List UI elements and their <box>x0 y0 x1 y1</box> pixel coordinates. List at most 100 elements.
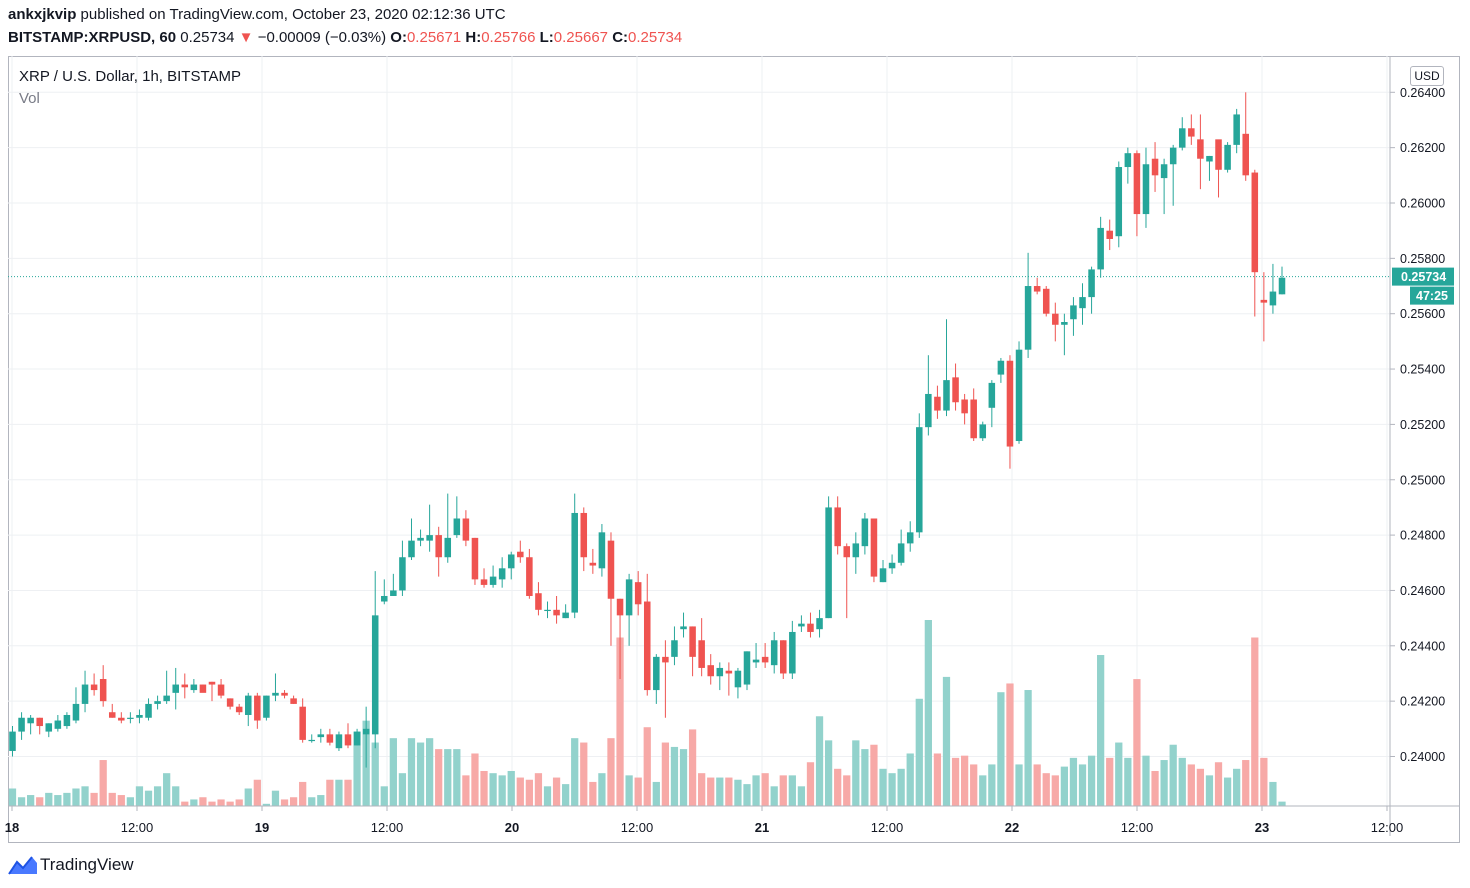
candle-body <box>725 670 733 674</box>
volume-bar <box>960 755 969 806</box>
candle-body <box>861 518 869 547</box>
candle-body <box>807 623 814 632</box>
volume-bar <box>552 777 561 806</box>
volume-bar <box>416 742 425 806</box>
candle-body <box>1215 139 1222 170</box>
volume-bar <box>806 762 815 806</box>
publish-info: ankxjkvip published on TradingView.com, … <box>8 6 506 23</box>
candle-body <box>916 427 923 533</box>
high-value: 0.25766 <box>481 29 536 46</box>
volume-bar <box>1133 679 1141 806</box>
candle-body <box>707 665 714 677</box>
candle-body <box>118 717 125 721</box>
candle-body <box>435 535 442 558</box>
candle-body <box>517 551 524 558</box>
price-tick-label: 0.24200 <box>1400 695 1445 709</box>
candle-body <box>988 382 996 408</box>
volume-bar <box>1097 655 1105 806</box>
candle-body <box>299 706 306 740</box>
publisher-name[interactable]: ankxjkvip <box>8 6 77 23</box>
volume-bar <box>480 770 488 806</box>
time-tick-label: 22 <box>1005 820 1019 835</box>
volume-bar <box>543 786 552 806</box>
candle-body <box>526 557 533 596</box>
volume-bar <box>308 797 316 806</box>
price-tick-label: 0.26400 <box>1400 86 1445 100</box>
volume-bar <box>797 786 806 806</box>
candle-body <box>353 731 361 746</box>
volume-bar <box>498 775 506 806</box>
candle-body <box>9 731 16 751</box>
volume-bar <box>734 779 742 806</box>
footer-brand[interactable]: TradingView <box>8 852 134 878</box>
candle-body <box>235 706 243 713</box>
volume-bar <box>253 779 261 806</box>
volume-bar <box>181 801 189 806</box>
candle-body <box>308 739 316 742</box>
price-tick-label: 0.26200 <box>1400 141 1445 155</box>
volume-bar <box>289 797 298 806</box>
volume-bar <box>870 744 878 806</box>
last-price-badge: 0.25734 <box>1392 267 1454 286</box>
volume-bar <box>707 777 715 806</box>
series-legend[interactable]: XRP / U.S. Dollar, 1h, BITSTAMP <box>19 68 242 85</box>
candle-body <box>698 640 705 668</box>
candle-body <box>136 714 143 718</box>
volume-bar <box>153 786 162 806</box>
tradingview-logo-icon <box>8 856 37 875</box>
volume-bar <box>1042 773 1050 806</box>
volume-bar <box>942 676 951 806</box>
volume-bar <box>906 753 914 806</box>
volume-bar <box>1142 755 1150 806</box>
volume-bar <box>788 775 796 806</box>
candle-body <box>680 626 687 630</box>
time-tick-label: 12:00 <box>371 820 404 835</box>
candle-body <box>1052 313 1059 325</box>
volume-bar <box>72 788 80 806</box>
candle-body <box>254 695 261 721</box>
volume-bar <box>444 749 452 806</box>
volume-bar <box>761 773 769 806</box>
candle-body <box>1278 277 1286 295</box>
candle-body <box>571 512 578 613</box>
candle-body <box>598 532 606 569</box>
candle-body <box>780 640 787 674</box>
volume-legend[interactable]: Vol <box>19 90 40 107</box>
candle-body <box>634 582 642 605</box>
candle-body <box>244 695 252 715</box>
volume-bar <box>1151 770 1159 806</box>
price-tick-label: 0.24000 <box>1400 750 1445 764</box>
candle-body <box>1015 349 1023 442</box>
candle-body <box>272 692 279 696</box>
time-tick-label: 19 <box>255 820 269 835</box>
candle-body <box>498 568 506 580</box>
candle-body <box>371 615 379 735</box>
volume-bar <box>607 738 615 806</box>
volume-bar <box>235 799 243 806</box>
volume-bar <box>652 781 660 806</box>
candle-body <box>879 568 887 583</box>
candle-body <box>1106 230 1113 239</box>
candle-body <box>1097 227 1104 270</box>
currency-button[interactable]: USD <box>1410 66 1444 86</box>
candle-body <box>1242 133 1249 176</box>
candle-body <box>480 579 488 585</box>
volume-bar <box>679 749 688 806</box>
candle-body <box>226 698 234 707</box>
volume-bar <box>99 760 107 806</box>
volume-bar <box>1260 757 1268 806</box>
volume-bar <box>625 775 633 806</box>
volume-bar <box>36 797 44 806</box>
candle-body <box>1088 269 1095 298</box>
candle-body <box>1178 128 1186 148</box>
volume-bar <box>915 698 923 806</box>
candle-body <box>934 396 941 411</box>
candle-body <box>1233 114 1240 145</box>
candle-body <box>462 518 470 541</box>
volume-bar <box>879 768 887 806</box>
candle-body <box>199 684 207 693</box>
price-tick-label: 0.24400 <box>1400 639 1445 653</box>
volume-bar <box>471 753 479 806</box>
candle-body <box>1251 172 1259 273</box>
